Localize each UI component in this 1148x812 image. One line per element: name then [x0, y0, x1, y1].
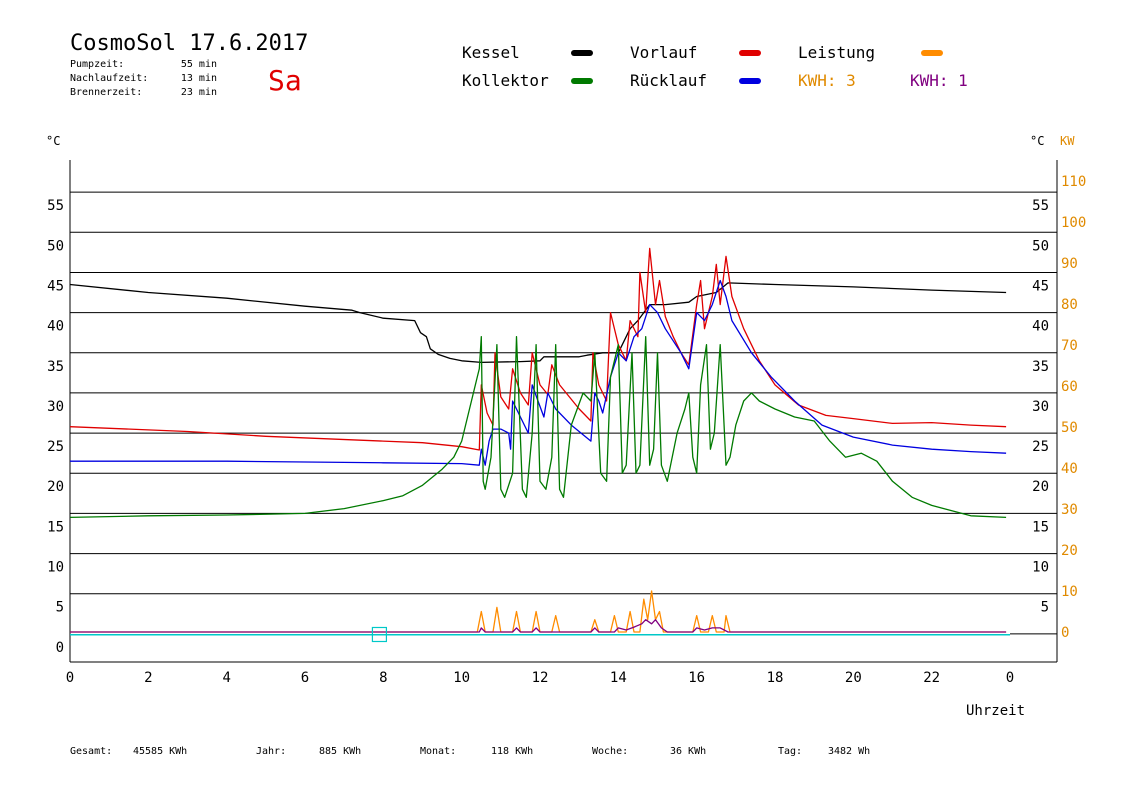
info-label-pumpzeit: Pumpzeit: — [70, 59, 124, 70]
y-tick-right-25: 25 — [1032, 439, 1049, 455]
series-line-kollektor — [69, 336, 1007, 519]
y-axis-label-right: °C — [1030, 134, 1044, 148]
legend-label-kollektor: Kollektor — [462, 71, 549, 90]
x-tick-2: 2 — [144, 670, 152, 686]
series-line-r-cklauf — [70, 279, 1007, 466]
y2-tick-10: 10 — [1061, 584, 1078, 600]
x-tick-labels: 0 2 4 6 8 10 12 14 16 18 20 22 0 — [66, 670, 1014, 686]
y2-axis-label: KW — [1060, 134, 1075, 148]
info-value-brennerzeit: 23 min — [181, 87, 217, 98]
y-tick-right-50: 50 — [1032, 238, 1049, 254]
x-tick-14: 14 — [610, 670, 627, 686]
footer-label-monat: Monat: — [420, 746, 456, 757]
legend-kwh-2: KWH: 1 — [910, 71, 968, 90]
y2-tick-20: 20 — [1061, 543, 1078, 559]
y2-tick-0: 0 — [1061, 625, 1069, 641]
y2-tick-50: 50 — [1061, 420, 1078, 436]
x-tick-0: 0 — [66, 670, 74, 686]
footer-label-woche: Woche: — [592, 746, 628, 757]
axes — [69, 160, 1058, 663]
legend-kwh-1: KWH: 3 — [798, 71, 856, 90]
marker-box — [371, 626, 388, 643]
y2-tick-80: 80 — [1061, 297, 1078, 313]
footer-value-monat: 118 KWh — [491, 746, 533, 757]
day-label: Sa — [268, 64, 302, 97]
y-tick-left-45: 45 — [47, 278, 64, 294]
y-tick-left-10: 10 — [47, 560, 64, 576]
y-tick-right-45: 45 — [1032, 278, 1049, 294]
y2-tick-110: 110 — [1061, 174, 1086, 190]
y2-tick-40: 40 — [1061, 461, 1078, 477]
y-tick-left-35: 35 — [47, 359, 64, 375]
grid — [70, 191, 1057, 595]
footer-value-woche: 36 KWh — [670, 746, 706, 757]
x-tick-22: 22 — [923, 670, 940, 686]
y-tick-left-55: 55 — [47, 198, 64, 214]
chart-title: CosmoSol 17.6.2017 — [70, 31, 308, 56]
info-block: Pumpzeit: 55 min Nachlaufzeit: 13 min Br… — [70, 59, 217, 98]
x-tick-4: 4 — [222, 670, 230, 686]
y-tick-left-20: 20 — [47, 479, 64, 495]
x-tick-16: 16 — [688, 670, 705, 686]
legend-label-kessel: Kessel — [462, 43, 520, 62]
x-tick-24: 0 — [1006, 670, 1014, 686]
series-line-leistung — [70, 590, 1007, 633]
y-tick-left-40: 40 — [47, 319, 64, 335]
footer-stats: Gesamt: 45585 KWh Jahr: 885 KWh Monat: 1… — [70, 746, 870, 757]
y-tick-left-0: 0 — [56, 640, 64, 656]
y-tick-right-20: 20 — [1032, 479, 1049, 495]
info-value-nachlaufzeit: 13 min — [181, 73, 217, 84]
x-tick-8: 8 — [379, 670, 387, 686]
y-tick-left-50: 50 — [47, 238, 64, 254]
info-label-nachlaufzeit: Nachlaufzeit: — [70, 73, 148, 84]
footer-label-jahr: Jahr: — [256, 746, 286, 757]
info-value-pumpzeit: 55 min — [181, 59, 217, 70]
y-tick-left-25: 25 — [47, 439, 64, 455]
y-tick-labels-left: 0 5 10 15 20 25 30 35 40 45 50 55 — [47, 198, 64, 656]
footer-value-tag: 3482 Wh — [828, 746, 870, 757]
series-group — [69, 247, 1010, 636]
footer-value-jahr: 885 KWh — [319, 746, 361, 757]
x-tick-6: 6 — [301, 670, 309, 686]
y2-tick-60: 60 — [1061, 379, 1078, 395]
y-tick-right-5: 5 — [1041, 600, 1049, 616]
x-tick-18: 18 — [767, 670, 784, 686]
y-tick-right-55: 55 — [1032, 198, 1049, 214]
y2-tick-100: 100 — [1061, 215, 1086, 231]
footer-label-tag: Tag: — [778, 746, 802, 757]
series-line-kessel — [69, 282, 1007, 364]
legend-label-ruecklauf: Rücklauf — [630, 71, 707, 90]
x-tick-12: 12 — [532, 670, 549, 686]
y-tick-left-15: 15 — [47, 519, 64, 535]
y-tick-left-5: 5 — [56, 600, 64, 616]
y2-tick-labels: 0 10 20 30 40 50 60 70 80 90 100 110 — [1061, 174, 1086, 641]
y-tick-right-10: 10 — [1032, 560, 1049, 576]
footer-value-gesamt: 45585 KWh — [133, 746, 187, 757]
legend-label-leistung: Leistung — [798, 43, 875, 62]
y-tick-right-40: 40 — [1032, 319, 1049, 335]
x-tick-20: 20 — [845, 670, 862, 686]
footer-label-gesamt: Gesamt: — [70, 746, 112, 757]
y-tick-right-35: 35 — [1032, 359, 1049, 375]
y2-tick-30: 30 — [1061, 502, 1078, 518]
series-line-leistung-2 — [70, 619, 1007, 633]
markers-group — [371, 626, 388, 643]
y-axis-label-left: °C — [46, 134, 60, 148]
y-tick-right-30: 30 — [1032, 399, 1049, 415]
y-tick-right-15: 15 — [1032, 519, 1049, 535]
y-tick-labels-right: 5 10 15 20 25 30 35 40 45 50 55 — [1032, 198, 1049, 616]
y2-tick-90: 90 — [1061, 256, 1078, 272]
legend-label-vorlauf: Vorlauf — [630, 43, 697, 62]
legend: Kessel Vorlauf Leistung Kollektor Rückla… — [462, 43, 968, 90]
x-tick-10: 10 — [453, 670, 470, 686]
x-axis-label: Uhrzeit — [966, 703, 1025, 719]
y-tick-left-30: 30 — [47, 399, 64, 415]
y2-tick-70: 70 — [1061, 338, 1078, 354]
info-label-brennerzeit: Brennerzeit: — [70, 87, 142, 98]
